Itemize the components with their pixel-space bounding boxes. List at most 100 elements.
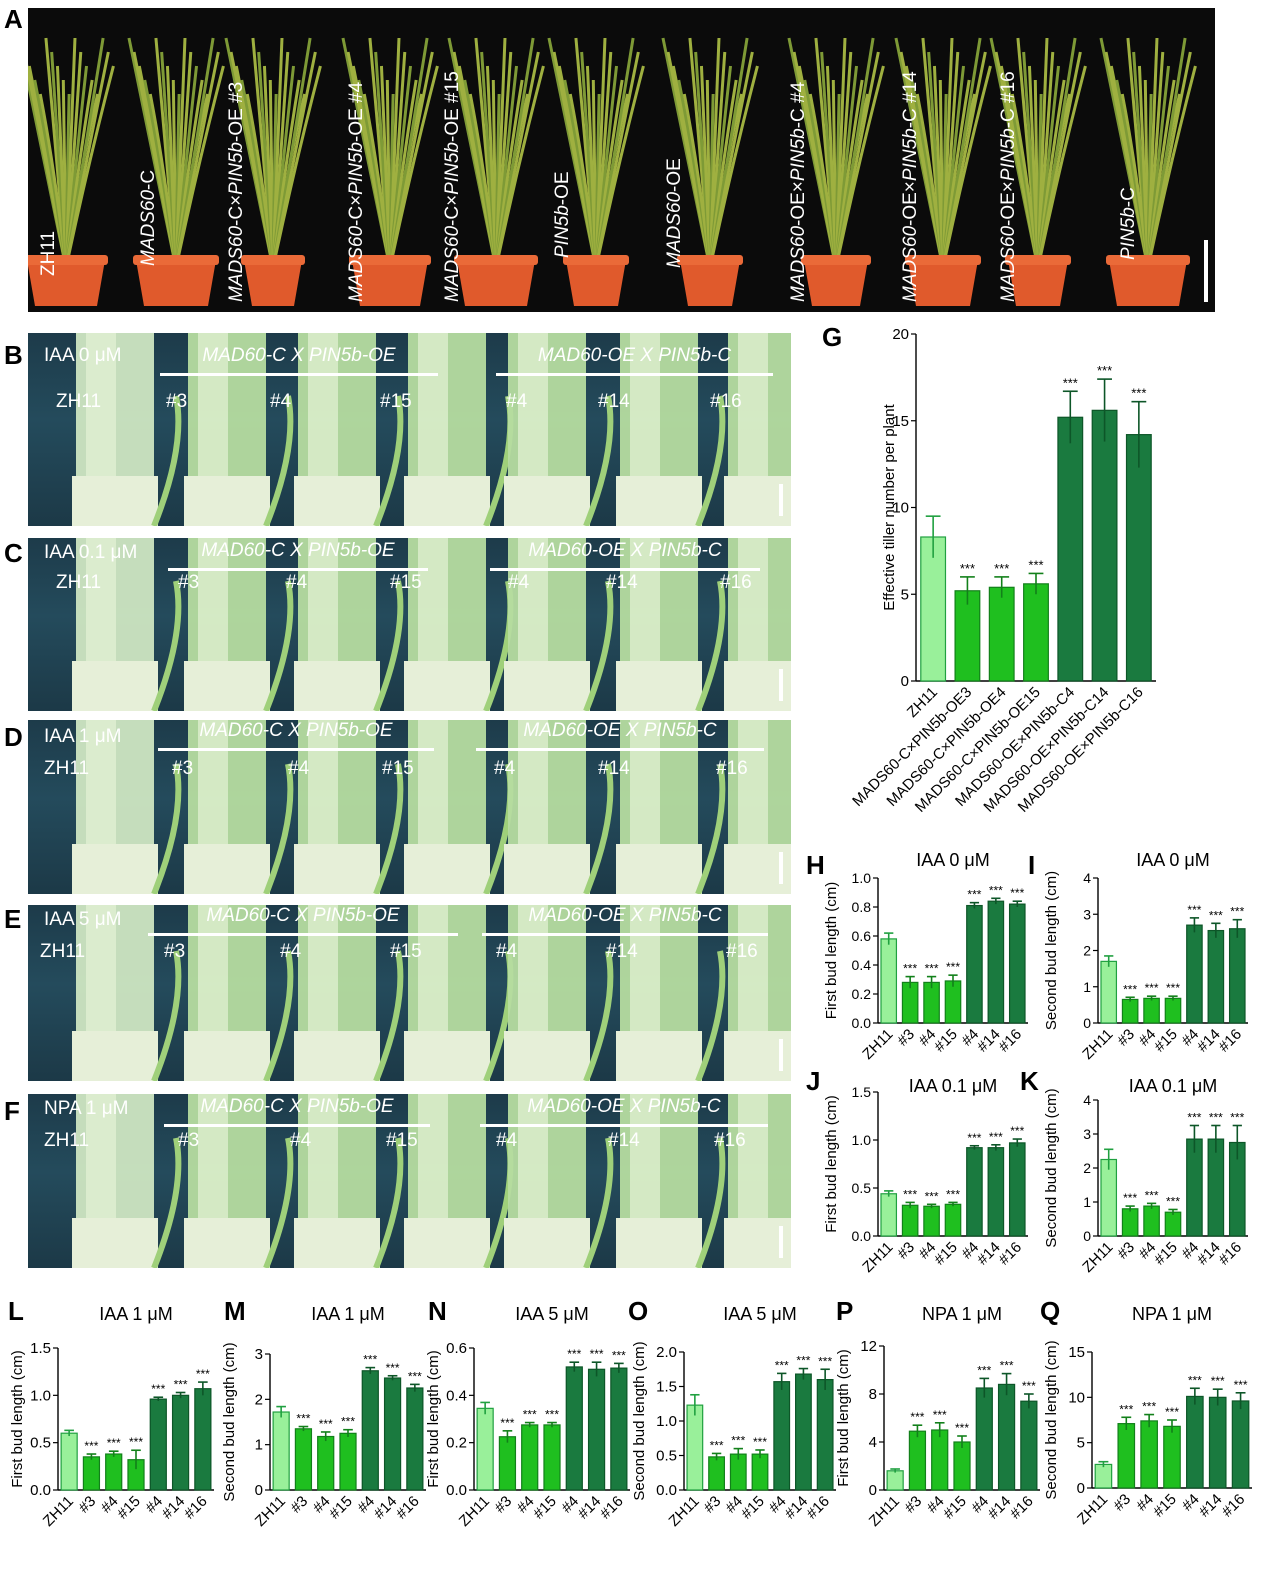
stem-base-photo-f: NPA 1 μM MAD60-C X PIN5b-OE MAD60-OE X PIN… xyxy=(28,1094,791,1268)
stem-1 xyxy=(72,720,182,894)
stem-4 xyxy=(404,720,514,894)
significance-label: *** xyxy=(960,561,975,576)
x-tick-label: #3 xyxy=(901,1493,925,1517)
pot xyxy=(244,260,302,306)
stem-2 xyxy=(184,333,294,526)
bar-6 xyxy=(587,1368,606,1491)
bar-1 xyxy=(886,1470,904,1491)
bar-3 xyxy=(1140,1420,1158,1489)
bar-4 xyxy=(944,1203,962,1237)
significance-label: *** xyxy=(1209,908,1223,922)
bar-5 xyxy=(975,1387,993,1491)
panel-letter-n: N xyxy=(428,1296,447,1326)
chart-n-first-bud-iaa5: IAA 5 μM First bud length (cm)0.0 0.2 0.4 0.… xyxy=(425,1304,630,1530)
bar-3 xyxy=(105,1453,123,1491)
significance-label: *** xyxy=(386,1361,400,1375)
bar-4 xyxy=(1164,1211,1182,1237)
bar-4 xyxy=(751,1453,769,1491)
significance-label: *** xyxy=(151,1382,165,1396)
significance-label: *** xyxy=(107,1436,121,1450)
chart-h-first-bud-iaa0: IAA 0 μM First bud length (cm) 0.0 0.2 0.4 0.… xyxy=(823,850,1028,1063)
bar-2 xyxy=(708,1456,725,1491)
x-tick-label: #3 xyxy=(287,1493,311,1517)
chart-j-first-bud-iaa01: IAA 0.1 μM First bud length (cm) 0.0 0.5 1.0… xyxy=(823,1076,1028,1276)
x-tick-label: ZH11 xyxy=(1079,1239,1116,1276)
significance-label: *** xyxy=(925,1189,939,1203)
significance-label: *** xyxy=(1119,1402,1133,1416)
y-tick-label: 20 xyxy=(892,326,909,343)
bar-5 xyxy=(966,904,983,1024)
plant-label-3: MADS60-C×PIN5b-OE #3 xyxy=(226,81,247,302)
panel-letter-c: C xyxy=(4,538,23,568)
panel-letter-f: F xyxy=(4,1096,20,1126)
significance-label: *** xyxy=(1211,1374,1225,1388)
stem-6 xyxy=(616,720,726,894)
bar-5 xyxy=(149,1398,167,1491)
bar-6 xyxy=(1207,1138,1225,1237)
bar-7 xyxy=(1125,434,1152,682)
bar-5 xyxy=(1186,1395,1204,1489)
plant-label-9: MADS60-OE×PIN5b-C #14 xyxy=(900,71,921,302)
x-tick-label: #15 xyxy=(931,1026,961,1056)
panel-letter-p: P xyxy=(836,1296,854,1326)
bar-5 xyxy=(1057,416,1084,682)
significance-label: *** xyxy=(1166,1194,1180,1208)
stem-3 xyxy=(294,905,404,1081)
line-label-3: #15 xyxy=(380,391,412,412)
significance-label: *** xyxy=(612,1348,626,1362)
bar-3 xyxy=(923,1205,940,1237)
treatment-label: IAA 1 μM xyxy=(44,726,122,747)
significance-label: *** xyxy=(955,1421,969,1435)
y-tick-label: 0.6 xyxy=(852,928,872,944)
stem-2 xyxy=(184,538,294,711)
y-tick-label: 0.5 xyxy=(30,1435,51,1452)
significance-label: *** xyxy=(1010,1124,1024,1138)
control-label: ZH11 xyxy=(44,758,90,779)
plant-illustrations xyxy=(28,37,1197,306)
group-line-2 xyxy=(490,568,760,571)
bar-3 xyxy=(1143,1205,1160,1237)
chart-i-second-bud-iaa0: IAA 0 μM Second bud length (cm) 0 1 2 3 4 ZH11 *… xyxy=(1043,850,1248,1063)
bar-1 xyxy=(1100,1158,1118,1237)
x-tick-label: #16 xyxy=(803,1493,833,1523)
line-label-6: #16 xyxy=(710,391,742,412)
bar-6 xyxy=(383,1377,402,1491)
significance-label: *** xyxy=(903,962,917,976)
y-axis-label: Second bud length (cm) xyxy=(1043,1340,1060,1499)
bar-6 xyxy=(1208,1396,1227,1489)
significance-label: *** xyxy=(989,883,1003,897)
significance-label: *** xyxy=(1142,1400,1156,1414)
chart-title: IAA 0 μM xyxy=(916,850,989,870)
y-tick-label: 10 xyxy=(892,500,909,517)
plant-label-1: ZH11 xyxy=(38,230,59,276)
group-line-1 xyxy=(148,933,458,936)
bar-2 xyxy=(82,1456,101,1491)
bar-7 xyxy=(1020,1400,1038,1491)
x-tick-label: #15 xyxy=(940,1493,970,1523)
y-tick-label: 2 xyxy=(255,1391,263,1408)
scale-bar xyxy=(779,669,783,701)
stem-3 xyxy=(294,333,404,526)
plant-photo-panel-a: ZH11 MADS60-C MADS60-C×PIN5b-OE #3 MADS60-C… xyxy=(28,8,1215,312)
bar-3 xyxy=(988,586,1015,682)
treatment-label: NPA 1 μM xyxy=(44,1098,129,1119)
scale-bar xyxy=(1204,240,1208,302)
y-tick-label: 1.0 xyxy=(852,870,872,886)
plant-label-4: MADS60-C×PIN5b-OE #4 xyxy=(346,81,367,302)
bar-7 xyxy=(1008,1142,1026,1237)
chart-title: IAA 5 μM xyxy=(515,1304,588,1324)
line-label-6: #16 xyxy=(716,758,748,779)
bar-1 xyxy=(476,1407,494,1491)
significance-label: *** xyxy=(1063,375,1078,390)
significance-label: *** xyxy=(1000,1359,1014,1373)
significance-label: *** xyxy=(1010,886,1024,900)
line-label-3: #15 xyxy=(390,941,422,962)
stem-base-photo-e: IAA 5 μM MAD60-C X PIN5b-OE MAD60-OE X PIN… xyxy=(28,905,791,1081)
x-tick-label: #16 xyxy=(597,1493,627,1523)
treatment-label: IAA 0.1 μM xyxy=(44,542,138,563)
y-axis-label: First bud length (cm) xyxy=(823,1095,840,1233)
significance-label: *** xyxy=(545,1408,559,1422)
panel-letter-a: A xyxy=(4,4,23,34)
chart-o-second-bud-iaa5: IAA 5 μM Second bud length (cm) 0.0 0.5 1.0 1… xyxy=(631,1304,836,1530)
panel-letter-j: J xyxy=(806,1066,821,1096)
